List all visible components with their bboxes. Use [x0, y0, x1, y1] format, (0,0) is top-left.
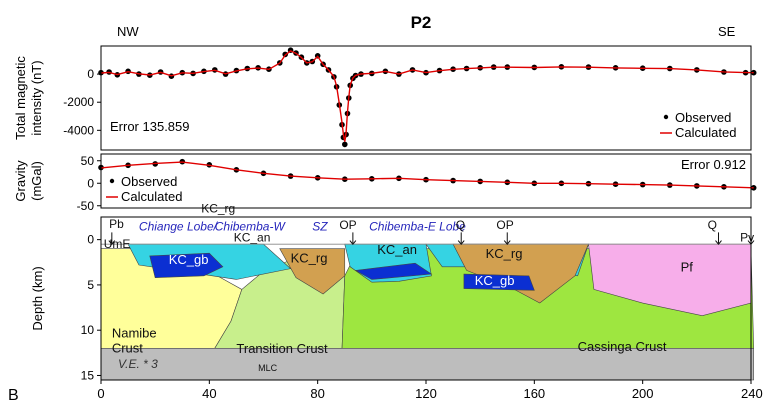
body-label: Pf [681, 259, 694, 274]
x-tick-label: 240 km [741, 386, 767, 401]
y-tick-label: 0 [87, 67, 94, 81]
section-label: Chibemba-E Lobe [369, 220, 466, 234]
y-tick-label: 15 [81, 368, 95, 382]
body-label: KC_an [377, 242, 417, 257]
calculated-line [100, 50, 754, 142]
body-label: KC_gb [475, 273, 515, 288]
legend-label: Calculated [675, 125, 736, 140]
y-tick-label: 10 [81, 323, 95, 337]
y-axis-label: intensity (nT) [29, 60, 44, 135]
section-label: Q [456, 218, 465, 232]
section-label: KC_rg [201, 201, 235, 215]
y-axis-label: Gravity [13, 160, 28, 202]
observed-point [342, 141, 348, 148]
y-tick-label: 50 [81, 154, 95, 168]
body-label: Crust [112, 340, 143, 355]
section-label: SZ [312, 220, 328, 234]
calculated-line [100, 161, 754, 189]
se-direction-label: SE [718, 24, 736, 39]
body-label: KC_rg [486, 246, 523, 261]
y-tick-label: -2000 [63, 95, 94, 109]
x-tick-label: 0 [97, 386, 104, 401]
nw-direction-label: NW [117, 24, 139, 39]
legend-marker-observed [663, 114, 669, 120]
observed-points [98, 47, 757, 148]
legend-label: Calculated [121, 189, 182, 204]
y-tick-label: 5 [87, 278, 94, 292]
y-axis-label: Depth (km) [30, 266, 45, 330]
surface-arrow-head [108, 240, 116, 245]
section-label: KC_an [234, 230, 271, 244]
body-label: MLC [258, 363, 278, 373]
legend-marker-observed [109, 178, 115, 184]
section-label: Pb [109, 217, 124, 231]
error-annotation: Error 135.859 [110, 119, 190, 134]
surface-arrow-head [457, 240, 465, 245]
y-tick-label: 0 [87, 176, 94, 190]
surface-arrow-head [715, 240, 722, 245]
plot-layer: 0 -2000 -4000 Total magnetic intensity (nT) E… [13, 45, 767, 401]
surface-arrow-head [503, 240, 511, 245]
y-axis-label: (mGal) [29, 161, 44, 201]
section-label: OP [496, 218, 513, 232]
body-kc-gb [149, 252, 224, 278]
y-tick-label: 0 [87, 233, 94, 247]
gravity-frame [100, 153, 752, 209]
body-label: KC_gb [169, 252, 209, 267]
legend-label: Observed [675, 110, 731, 125]
panel-letter: B [8, 387, 19, 404]
x-tick-label: 80 [310, 386, 324, 401]
x-tick-label: 160 [523, 386, 545, 401]
error-annotation: Error 0.912 [681, 157, 746, 172]
x-tick-label: 40 [202, 386, 216, 401]
section-label: Chibemba-W [215, 220, 287, 234]
x-tick-label: 120 [415, 386, 437, 401]
ve-note: V.E. * 3 [118, 357, 158, 371]
body-kc-rg [279, 248, 346, 295]
body-label: KC_rg [291, 250, 328, 265]
figure-title: P2 [411, 13, 432, 32]
body-label: Cassinga Crust [578, 339, 667, 354]
body-kc-gb [463, 273, 535, 291]
x-tick-label: 200 [632, 386, 654, 401]
body-kc-gb [354, 262, 433, 280]
magnetic-panel: 0 -2000 -4000 Total magnetic intensity (nT) E… [13, 45, 757, 151]
magnetic-frame [100, 45, 752, 151]
gravity-panel: 50 0 -50 Gravity (mGal) Error 0.912 ObservedCa… [13, 153, 757, 213]
section-label: Chiange Lobe/ [139, 220, 219, 234]
body-label: Namibe [112, 325, 157, 340]
body-label: Transition Crust [236, 341, 328, 356]
section-label: OP [339, 218, 356, 232]
y-tick-label: -4000 [63, 123, 94, 137]
y-tick-label: -50 [77, 199, 95, 213]
surface-arrow-head [349, 240, 357, 245]
y-axis-label: Total magnetic [13, 56, 28, 140]
section-label: Q [708, 218, 717, 232]
section-label: UmE [104, 237, 131, 251]
legend-label: Observed [121, 174, 177, 189]
